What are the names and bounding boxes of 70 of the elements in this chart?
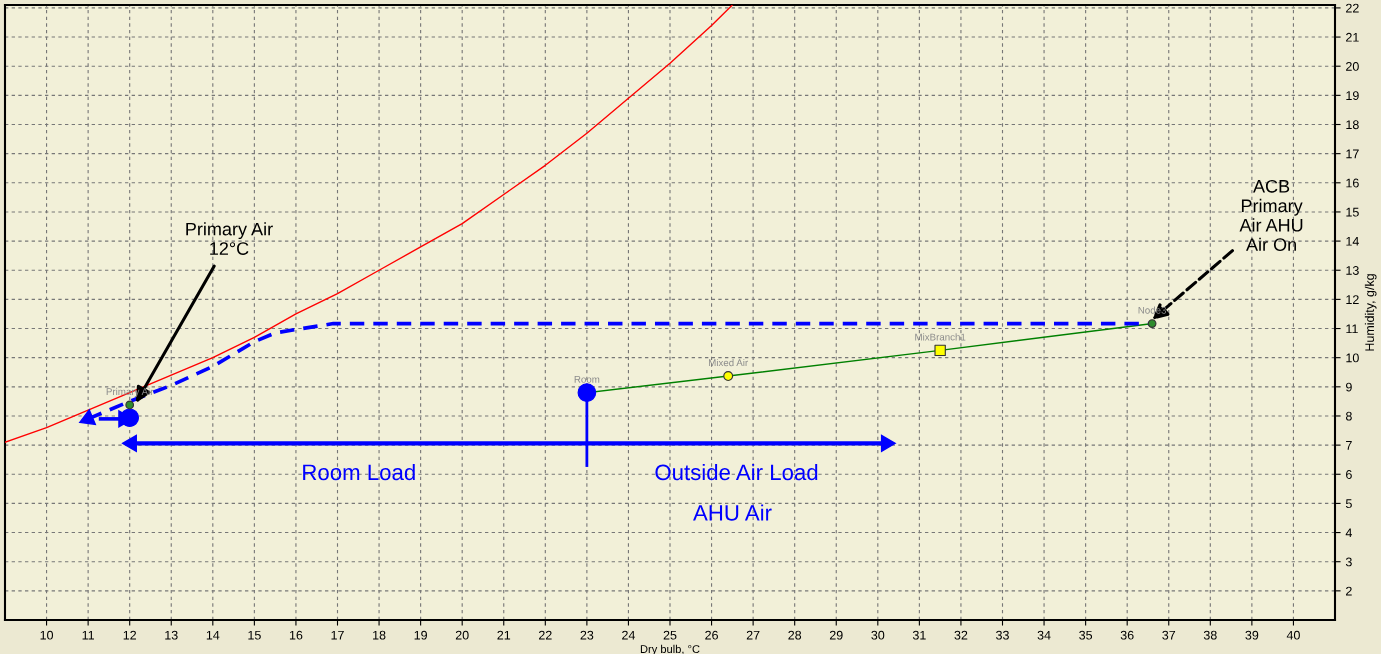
x-tick-label: 13 — [165, 630, 178, 640]
y-tick-label: 12 — [1346, 295, 1359, 304]
x-tick-label: 20 — [455, 630, 469, 640]
point — [723, 371, 734, 381]
y-tick-label: 17 — [1346, 149, 1359, 159]
y-tick-label: 9 — [1346, 382, 1352, 392]
y-tick-label: 7 — [1346, 441, 1352, 450]
annotation: MixBranch1 — [915, 333, 966, 341]
annotation: ACB Primary Air AHU Air On — [1239, 179, 1303, 252]
y-tick-label: 3 — [1345, 557, 1352, 567]
y-tick-label: 22 — [1346, 3, 1359, 13]
x-tick-label: 15 — [248, 630, 261, 640]
y-tick-label: 4 — [1345, 528, 1352, 538]
line-series — [5, 5, 734, 443]
x-tick-label: 26 — [705, 630, 718, 640]
x-tick-label: 22 — [538, 630, 552, 640]
x-tick-label: 32 — [954, 630, 968, 640]
x-tick-label: 21 — [497, 630, 511, 640]
x-tick-label: 29 — [829, 630, 843, 640]
x-tick-label: 10 — [40, 630, 54, 640]
point — [934, 344, 946, 357]
annotation: Room Load — [303, 463, 415, 481]
point — [125, 400, 135, 410]
y-tick-label: 10 — [1346, 353, 1359, 363]
y-tick-label: 19 — [1346, 91, 1359, 101]
x-tick-label: 36 — [1120, 630, 1134, 640]
y-tick-label: 21 — [1346, 32, 1359, 42]
x-tick-label: 23 — [580, 630, 594, 640]
y-tick-label: 2 — [1346, 586, 1352, 596]
point — [1147, 319, 1157, 328]
x-tick-label: 37 — [1162, 630, 1176, 640]
x-tick-label: 12 — [123, 630, 137, 640]
y-tick-label: 20 — [1346, 62, 1359, 71]
y-tick-label: 14 — [1346, 237, 1359, 246]
x-tick-label: 30 — [871, 630, 885, 640]
x-tick-label: 31 — [912, 630, 926, 640]
y-tick-label: 18 — [1346, 120, 1359, 130]
x-tick-label: 24 — [622, 630, 636, 640]
x-tick-label: 40 — [1286, 630, 1300, 640]
y-tick-label: 15 — [1346, 207, 1359, 217]
annotation: Outside Air Load — [655, 463, 818, 481]
y-axis-title: Humidity, g/kg — [1364, 274, 1377, 351]
x-tick-label: 28 — [788, 630, 802, 640]
x-tick-label: 27 — [746, 630, 760, 640]
point — [120, 408, 140, 428]
x-tick-label: 34 — [1037, 630, 1051, 640]
point — [79, 409, 97, 426]
point — [577, 383, 597, 402]
x-tick-label: 17 — [331, 630, 344, 640]
x-tick-label: 18 — [373, 630, 386, 640]
y-tick-label: 16 — [1346, 178, 1359, 188]
y-tick-label: 5 — [1345, 499, 1352, 509]
x-tick-label: 25 — [663, 630, 677, 640]
x-tick-label: 35 — [1079, 630, 1093, 640]
y-tick-label: 11 — [1346, 324, 1358, 334]
point — [880, 434, 896, 452]
x-tick-label: 39 — [1245, 630, 1259, 640]
y-tick-label: 13 — [1346, 266, 1359, 275]
y-tick-label: 6 — [1346, 470, 1352, 479]
annotation: AHU Air — [693, 504, 772, 521]
x-tick-label: 16 — [289, 630, 303, 640]
x-tick-label: 38 — [1203, 630, 1217, 640]
y-tick-label: 8 — [1345, 411, 1352, 421]
x-tick-label: 19 — [414, 630, 427, 640]
annotation: Primary Air 12°C — [186, 222, 273, 255]
annotation: Mixed Air — [708, 359, 749, 367]
x-tick-label: 11 — [82, 630, 95, 640]
x-tick-label: 14 — [206, 630, 220, 640]
annotation: Room — [574, 375, 600, 383]
x-tick-label: 33 — [996, 630, 1009, 640]
